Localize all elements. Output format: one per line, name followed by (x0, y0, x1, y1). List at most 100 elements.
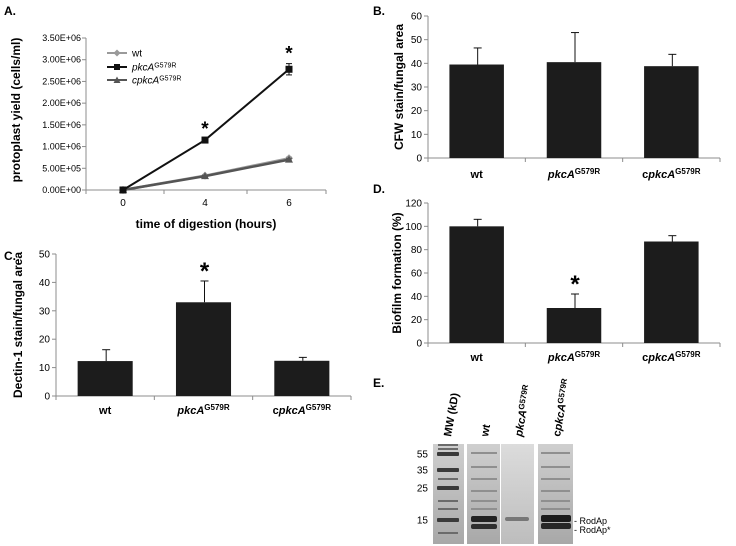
panel-b-ytick-label: 30 (411, 83, 423, 94)
gel-faint-band (471, 500, 497, 502)
panel-a-xtick-label: 0 (120, 198, 126, 209)
gel-marker-faint-band (438, 444, 458, 446)
panel-d-ytick-label: 40 (411, 292, 423, 303)
panel-a-point (285, 155, 293, 163)
panel-c-bar (77, 361, 133, 396)
panel-c-category-label: pkcAG579R (176, 403, 229, 417)
panel-b-bar (449, 64, 504, 158)
gel-marker-band (437, 518, 459, 522)
gel-marker-faint-band (438, 508, 458, 510)
panel-a-ytick-label: 2.50E+06 (42, 76, 81, 86)
gel-band-rodap-pkca (505, 517, 529, 521)
gel-faint-band (541, 466, 570, 468)
gel-lane-pkca (501, 444, 534, 544)
panel-b-category-label: cpkcAG579R (642, 167, 701, 181)
gel-lane-label: cpkcAG579R (550, 378, 573, 438)
panel-c-ylabel: Dectin-1 stain/fungal area (11, 252, 25, 398)
panel-b-ytick-label: 40 (411, 59, 423, 70)
panel-a-xlabel: time of digestion (hours) (136, 217, 277, 231)
gel-lane-label: wt (479, 423, 493, 438)
panel-d-category-label: wt (470, 352, 484, 364)
gel-marker-faint-band (438, 448, 458, 450)
panel-a-ytick-label: 3.00E+06 (42, 55, 81, 65)
panel-d-significance-star: * (570, 271, 580, 298)
panel-a-point (201, 172, 209, 180)
panel-d-ytick-label: 0 (416, 339, 422, 350)
gel-marker-label: 35 (417, 466, 429, 477)
panel-a-significance-star: * (285, 44, 293, 65)
panel-b-ylabel: CFW stain/fungal area (392, 24, 406, 150)
panel-d-ytick-label: 60 (411, 269, 423, 280)
panel-d-ytick-label: 100 (405, 222, 422, 233)
panel-a-ytick-label: 0.00E+00 (42, 185, 81, 195)
panel-a-legend-entry: wt (131, 49, 142, 60)
gel-faint-band (471, 508, 497, 510)
panel-a-legend-marker (114, 64, 120, 70)
panel-c-category-label: wt (98, 405, 112, 417)
panel-d-category-label: pkcAG579R (547, 350, 600, 364)
panel-a: A. 0.00E+00 5.00E+05 1.00E+06 1.50E+06 2.00E… (4, 4, 327, 231)
panel-d-ytick-label: 80 (411, 245, 423, 256)
panel-b-category-label: wt (470, 169, 484, 181)
panel-e-label: E. (373, 376, 384, 390)
panel-b-ytick-label: 10 (411, 130, 423, 141)
panel-a-legend-entry: cpkcAG579R (132, 76, 181, 87)
panel-d: D. 0 20 40 60 80 100 120 wt pkcAG579R cpkcAG579R *… (373, 182, 721, 364)
panel-d-ylabel: Biofilm formation (%) (390, 212, 404, 333)
gel-lane-label: MW (kD) (442, 392, 462, 438)
panel-a-legend-marker (113, 76, 121, 83)
panel-a-ytick-label: 1.00E+06 (42, 142, 81, 152)
panel-a-legend-entry: pkcAG579R (131, 63, 176, 74)
panel-d-ytick-label: 20 (411, 315, 423, 326)
panel-c-label: C. (4, 249, 16, 263)
gel-faint-band (471, 452, 497, 454)
panel-c-bar (175, 302, 232, 396)
gel-marker-label: 25 (417, 484, 429, 495)
panel-a-ytick-label: 3.50E+06 (42, 33, 81, 43)
gel-faint-band (541, 490, 570, 492)
gel-faint-band (541, 500, 570, 502)
panel-c-ytick-label: 30 (39, 306, 51, 317)
panel-b-ytick-label: 50 (411, 35, 423, 46)
panel-c-ytick-label: 0 (44, 392, 50, 403)
panel-b: B. 0 10 20 30 40 50 60 wt pkcAG579R cpkcAG579R CF… (373, 4, 721, 181)
gel-band-label: - RodAp (574, 516, 607, 526)
gel-band-rodap-star-wt (471, 524, 497, 529)
panel-a-point (119, 186, 127, 194)
panel-d-bar (644, 241, 699, 343)
panel-d-ytick-label: 120 (405, 199, 422, 210)
panel-b-category-label: pkcAG579R (547, 167, 600, 181)
panel-a-ytick-label: 5.00E+05 (42, 163, 81, 173)
gel-faint-band (471, 478, 497, 480)
panel-b-ytick-label: 60 (411, 12, 423, 23)
panel-e: E. 55 35 25 15 MW (kD) wt pkcAG579R cpkcAG579R -… (373, 376, 611, 544)
gel-lane-mw (433, 444, 464, 544)
panel-d-label: D. (373, 182, 385, 196)
panel-c-category-label: cpkcAG579R (273, 403, 332, 417)
panel-a-point (285, 65, 293, 73)
gel-marker-faint-band (438, 478, 458, 480)
panel-c-bar (274, 360, 330, 396)
gel-lane-label: pkcAG579R (512, 384, 534, 439)
panel-b-label: B. (373, 4, 385, 18)
panel-a-label: A. (4, 4, 16, 18)
panel-a-ylabel: protoplast yield (cells/ml) (9, 38, 23, 183)
panel-c-ytick-label: 50 (39, 250, 51, 261)
gel-band-rodap-cpkca (541, 515, 571, 522)
panel-c-significance-star: * (200, 258, 210, 285)
panel-c-ytick-label: 20 (39, 335, 51, 346)
gel-marker-label: 55 (417, 450, 429, 461)
panel-c: C. 0 10 20 30 40 50 wt pkcAG579R cpkcAG579R * Dec… (4, 249, 352, 417)
panel-a-ytick-label: 1.50E+06 (42, 120, 81, 130)
gel-faint-band (471, 490, 497, 492)
gel-marker-label: 15 (417, 516, 429, 527)
gel-marker-band (437, 486, 459, 490)
panel-b-bar (644, 66, 699, 158)
panel-b-ytick-label: 0 (416, 154, 422, 165)
panel-a-ytick-label: 2.00E+06 (42, 98, 81, 108)
panel-d-category-label: cpkcAG579R (642, 350, 701, 364)
gel-marker-band (437, 452, 459, 456)
gel-faint-band (541, 452, 570, 454)
gel-faint-band (541, 508, 570, 510)
